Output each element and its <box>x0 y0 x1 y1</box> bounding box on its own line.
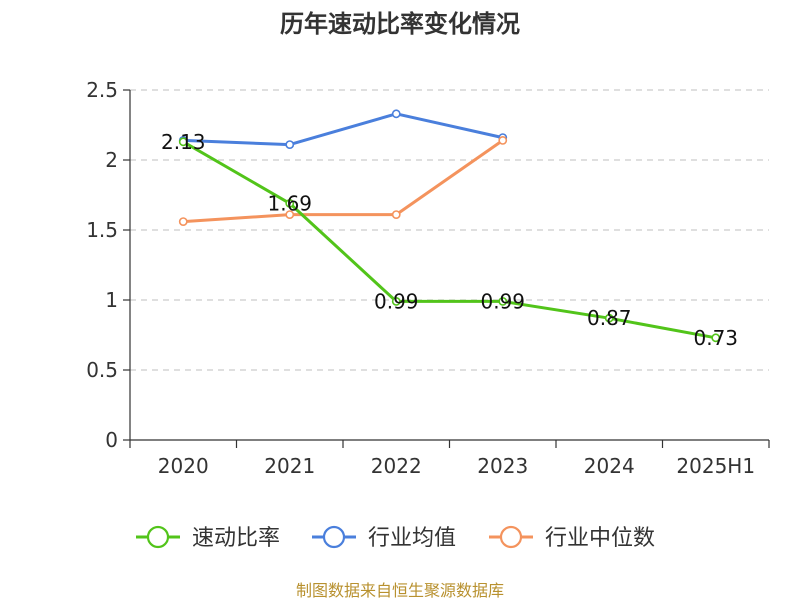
data-label: 1.69 <box>267 191 312 215</box>
x-tick-label: 2024 <box>584 454 635 478</box>
data-point <box>285 140 295 149</box>
y-tick-label: 1.5 <box>86 218 118 242</box>
legend-marker <box>322 525 346 549</box>
axes: 0 0.5 1 1.5 2 2.5 2020 2021 2022 2023 2024 2025H1 <box>86 78 770 478</box>
x-tick-label: 2023 <box>477 454 528 478</box>
data-point <box>285 210 295 219</box>
legend: 速动比率 行业均值 行业中位数 <box>136 525 655 551</box>
data-point <box>391 210 401 219</box>
data-point <box>498 135 508 145</box>
data-point <box>391 109 401 119</box>
data-point <box>604 313 614 323</box>
data-label: 0.99 <box>374 289 419 313</box>
legend-item[interactable]: 行业中位数 <box>489 525 655 551</box>
data-point <box>178 137 188 147</box>
data-label: 0.87 <box>587 306 632 330</box>
data-point <box>285 198 295 208</box>
series-group <box>178 109 721 343</box>
data-point <box>711 333 721 343</box>
series-line-2 <box>183 139 504 224</box>
data-label: 2.13 <box>161 130 206 154</box>
legend-label: 行业中位数 <box>545 526 655 551</box>
y-tick-label: 1 <box>105 288 118 312</box>
source-note: 制图数据来自恒生聚源数据库 <box>296 581 504 600</box>
grid-lines <box>130 89 769 371</box>
y-tick-label: 2 <box>105 148 118 172</box>
y-tick-label: 2.5 <box>86 78 118 102</box>
series-line-0 <box>182 140 717 340</box>
data-point <box>498 296 508 306</box>
data-labels: 2.13 1.69 0.99 0.99 0.87 0.73 <box>161 130 738 350</box>
data-point <box>178 217 188 226</box>
x-tick-label: 2021 <box>264 454 315 478</box>
x-tick-label: 2022 <box>371 454 422 478</box>
legend-label: 行业均值 <box>368 526 456 551</box>
x-tick-label: 2020 <box>158 454 209 478</box>
series-line-1 <box>183 112 504 147</box>
x-tick-label: 2025H1 <box>676 454 755 478</box>
legend-marker <box>146 525 170 549</box>
y-tick-label: 0 <box>105 428 118 452</box>
data-label: 0.99 <box>480 289 525 313</box>
legend-item[interactable]: 行业均值 <box>312 525 456 551</box>
data-label: 0.73 <box>693 326 738 350</box>
legend-label: 速动比率 <box>192 526 280 551</box>
data-point <box>391 296 401 306</box>
chart-title: 历年速动比率变化情况 <box>280 10 520 38</box>
legend-item[interactable]: 速动比率 <box>136 525 280 551</box>
y-tick-label: 0.5 <box>86 358 118 382</box>
legend-marker <box>499 525 523 549</box>
